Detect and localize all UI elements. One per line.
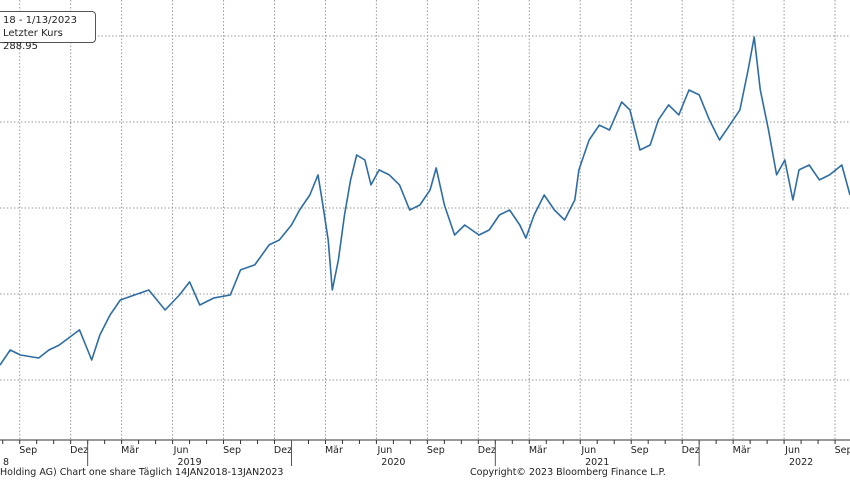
x-tick-label: Dez — [478, 445, 496, 456]
year-label: 2022 — [789, 457, 813, 468]
footer-copyright: Copyright© 2023 Bloomberg Finance L.P. — [470, 467, 666, 478]
grid-lines — [0, 0, 850, 440]
x-tick-label: Jun — [784, 445, 800, 456]
legend-date-range: 18 - 1/13/2023 — [3, 15, 77, 26]
legend-value: 288.95 — [3, 41, 38, 52]
x-tick-label: Sep — [427, 445, 445, 456]
x-tick-label: Dez — [274, 445, 292, 456]
year-label: 2021 — [585, 457, 609, 468]
x-axis: Sep Dez Mär Jun Sep Dez Mär Jun Sep Dez Mär Jun Sep D… — [0, 439, 850, 468]
price-series — [0, 36, 850, 366]
x-tick-label: Mär — [733, 445, 751, 456]
x-tick-label: Sep — [19, 445, 37, 456]
x-tick-label: Mär — [121, 445, 139, 456]
year-label: 2019 — [177, 457, 201, 468]
x-tick-label: Jun — [173, 445, 189, 456]
x-tick-label: Dez — [682, 445, 700, 456]
x-tick-label: Jun — [580, 445, 596, 456]
x-tick-label: Mär — [529, 445, 547, 456]
price-line — [0, 36, 850, 366]
year-label: 2020 — [381, 457, 405, 468]
x-tick-label: Sep — [631, 445, 649, 456]
legend-label: Letzter Kurs — [3, 28, 63, 39]
year-label: 8 — [3, 457, 9, 468]
legend-box: 18 - 1/13/2023 Letzter Kurs 288.95 — [0, 11, 96, 52]
footer-source: Holding AG) Chart one share Täglich 14JA… — [0, 467, 284, 478]
x-tick-label: Sep — [223, 445, 241, 456]
x-tick-label: Jun — [376, 445, 392, 456]
x-tick-label: Mär — [325, 445, 343, 456]
x-tick-label: Dez — [70, 445, 88, 456]
legend-entry: Letzter Kurs 288.95 — [3, 27, 89, 53]
x-tick-label: Sep — [835, 445, 850, 456]
